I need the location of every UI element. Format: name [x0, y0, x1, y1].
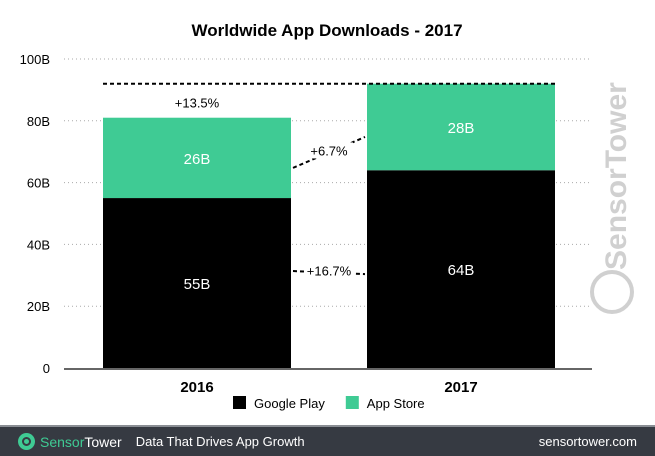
y-tick-label: 40B [27, 237, 50, 252]
footer: Sensor Tower Data That Drives App Growth … [0, 425, 655, 456]
app-store-growth-label-bg [305, 142, 353, 159]
legend: Google Play App Store [233, 396, 425, 411]
tagline: Data That Drives App Growth [135, 434, 305, 449]
bar-google-play-2017 [367, 170, 555, 368]
bar-app-store-2016 [103, 117, 291, 199]
data-label: 26B [184, 151, 211, 168]
data-label: 28B [448, 120, 475, 137]
x-tick-label: 2017 [444, 379, 477, 396]
legend-label: App Store [367, 396, 425, 411]
total-growth-label: +13.5% [175, 96, 220, 111]
data-label: 55B [184, 276, 211, 293]
y-tick-label: 0 [43, 361, 50, 376]
bar-app-store-2017 [367, 83, 555, 171]
sensortower-logo: Sensor Tower [18, 433, 122, 450]
bar-google-play-2016 [103, 198, 291, 368]
google-play-growth-label: +16.7% [307, 264, 352, 279]
app-store-growth-connector [292, 136, 366, 169]
data-label: 64B [448, 262, 475, 279]
x-tick-label: 2016 [180, 379, 213, 396]
watermark-logo-icon [590, 270, 634, 314]
legend-swatch [345, 396, 359, 409]
watermark: SensorTower [600, 82, 633, 270]
legend-label: Google Play [254, 396, 325, 411]
y-tick-label: 80B [27, 114, 50, 129]
app-store-growth-label: +6.7% [310, 143, 348, 158]
google-play-growth-label-bg [305, 262, 353, 279]
website-link[interactable]: sensortower.com [538, 434, 637, 449]
brand-name-a: Sensor [40, 433, 85, 450]
y-tick-label: 20B [27, 299, 50, 314]
y-tick-label: 60B [27, 176, 50, 191]
chart: Worldwide App Downloads - 2017 0 20B 40B 60… [20, 21, 634, 411]
sensortower-logo-icon [18, 433, 35, 450]
chart-title: Worldwide App Downloads - 2017 [191, 21, 462, 40]
legend-swatch [233, 396, 246, 409]
brand-name-b: Tower [84, 433, 122, 450]
y-tick-label: 100B [20, 52, 50, 67]
